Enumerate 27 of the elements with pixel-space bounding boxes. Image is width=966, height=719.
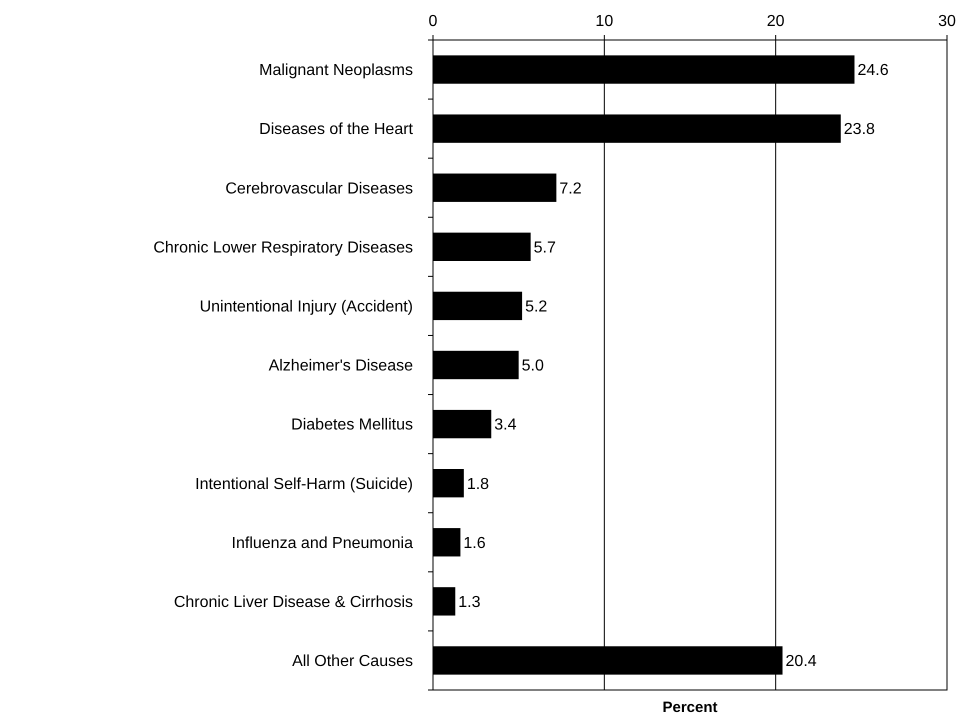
- data-label: 24.6: [857, 62, 889, 80]
- x-tick-label: 20: [766, 13, 785, 30]
- y-tick-label: Diabetes Mellitus: [291, 416, 413, 434]
- y-tick-label: Influenza and Pneumonia: [232, 534, 414, 552]
- y-tick-label: Unintentional Injury (Accident): [200, 298, 413, 316]
- y-tick-label: Intentional Self-Harm (Suicide): [195, 476, 413, 493]
- data-label: 23.8: [844, 121, 876, 138]
- y-tick-label: Malignant Neoplasms: [259, 62, 413, 80]
- data-label: 3.4: [494, 416, 517, 434]
- y-tick-label: Chronic Lower Respiratory Diseases: [153, 239, 413, 256]
- x-tick-label: 0: [428, 13, 438, 30]
- data-label: 20.4: [786, 653, 817, 670]
- data-label: 7.2: [559, 180, 582, 198]
- y-tick-label: Alzheimer's Disease: [268, 358, 414, 375]
- data-label: 5.0: [522, 358, 544, 375]
- data-label: 1.3: [458, 594, 481, 611]
- x-tick-label: 10: [595, 13, 614, 30]
- y-tick-label: Diseases of the Heart: [259, 121, 414, 138]
- x-tick-label: 30: [938, 13, 956, 30]
- data-label: 1.6: [463, 534, 486, 552]
- y-tick-label: Chronic Liver Disease & Cirrhosis: [174, 594, 413, 611]
- y-tick-label: All Other Causes: [292, 653, 413, 670]
- data-label: 5.7: [534, 239, 556, 256]
- data-label: 5.2: [525, 298, 548, 316]
- x-axis-title: Percent: [662, 699, 718, 716]
- data-label: 1.8: [466, 476, 490, 493]
- y-tick-label: Cerebrovascular Diseases: [225, 180, 413, 198]
